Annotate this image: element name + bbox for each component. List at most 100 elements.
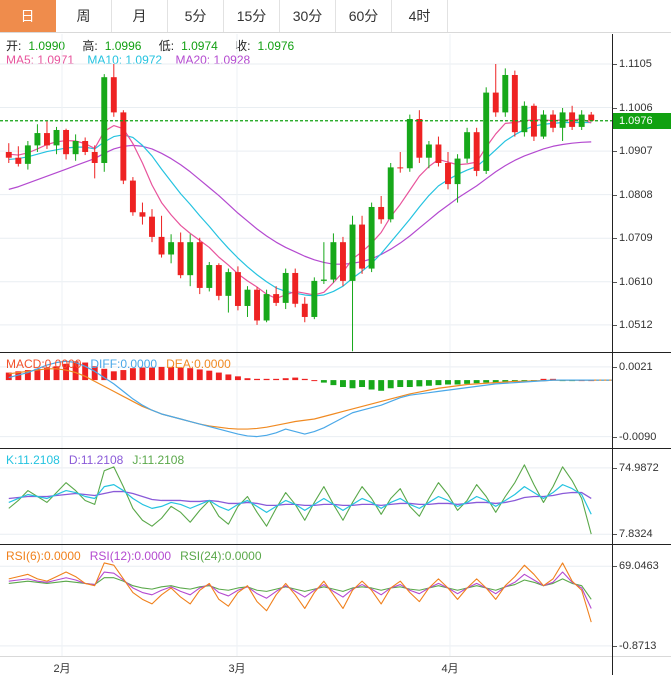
candle-body [301, 303, 308, 317]
candle-body [397, 167, 404, 169]
tab-label: 30分 [292, 8, 323, 24]
macd-histogram-bar [139, 367, 146, 381]
candle-body [282, 272, 289, 303]
tab-label: 4时 [408, 8, 431, 24]
candle-body [464, 132, 471, 159]
price-axis-label: 1.0512 [619, 318, 653, 331]
axis-label: 74.9872 [619, 461, 659, 474]
rsi-panel[interactable]: RSI(6):0.0000 RSI(12):0.0000 RSI(24):0.000… [0, 544, 671, 656]
open-value: 1.0990 [28, 39, 66, 53]
legend-item-1: D:11.2108 [68, 453, 124, 467]
candle-body [378, 206, 385, 220]
macd-histogram-bar [82, 362, 89, 381]
macd-histogram-bar [521, 380, 528, 382]
candle-body [359, 224, 366, 269]
tab-label: 月 [132, 8, 147, 24]
candle-body [225, 272, 232, 296]
candle-body [34, 133, 41, 146]
rsi24-line [8, 577, 592, 600]
candle-body [15, 157, 22, 164]
axis-tick [613, 324, 617, 326]
j-line [8, 464, 592, 535]
axis-tick [613, 366, 617, 368]
ma5-line [8, 118, 592, 300]
candle-body [82, 140, 89, 152]
axis-tick [613, 566, 617, 568]
tab-0[interactable]: 日 [0, 0, 56, 32]
candle-body [149, 216, 155, 237]
current-price-tag: 1.0976 [613, 112, 671, 129]
price-axis-label: 1.0610 [619, 275, 653, 288]
macd-panel[interactable]: MACD:0.0000 DIFF:0.0000 DEA:0.0000 0.0021 -… [0, 352, 671, 448]
candle-body [349, 224, 356, 281]
axis-tick [613, 194, 617, 196]
kdj-panel[interactable]: K:11.2108 D:11.2108 J:11.2108 74.9872 7.832… [0, 448, 671, 544]
time-axis-label-2: 4月 [441, 663, 459, 675]
macd-histogram-bar [492, 380, 499, 383]
legend-item-0: K:11.2108 [6, 453, 60, 467]
macd-plot-area[interactable] [0, 353, 612, 448]
candle-body [63, 129, 70, 155]
rsi6-line [8, 562, 592, 623]
kdj-plot-area[interactable] [0, 449, 612, 544]
macd-histogram-bar [301, 378, 308, 381]
macd-histogram-bar [550, 378, 556, 381]
macd-histogram-bar [311, 380, 318, 382]
macd-histogram-bar [473, 380, 480, 384]
candle-body [435, 144, 442, 163]
macd-histogram-bar [5, 372, 12, 381]
candle-body [234, 272, 241, 306]
macd-histogram-bar [368, 380, 375, 390]
price-plot-area[interactable] [0, 34, 612, 352]
legend-item-2: RSI(24):0.0000 [180, 549, 262, 563]
rsi-plot-area[interactable] [0, 545, 612, 656]
ohlc-legend: 开: 1.0990 高: 1.0996 低: 1.0974 收: 1.0976 [6, 37, 308, 54]
tab-4[interactable]: 15分 [224, 0, 280, 32]
candle-body [569, 112, 576, 127]
macd-histogram-bar [177, 367, 184, 381]
timeframe-tab-bar: 日 周 月 5分 15分 30分 60分 4时 [0, 0, 671, 33]
macd-histogram-bar [483, 380, 490, 383]
price-panel[interactable]: 1.1105 1.1006 1.0907 1.0808 1.0709 1.0610 1.05… [0, 34, 671, 352]
candle-body [177, 242, 184, 276]
candle-body [387, 167, 394, 220]
macd-histogram-bar [158, 366, 165, 381]
time-axis-label-0: 2月 [53, 663, 71, 675]
time-axis: 2月 3月 4月 [0, 656, 671, 675]
macd-histogram-bar [44, 367, 50, 381]
macd-histogram-bar [340, 380, 346, 388]
candle-body [254, 289, 260, 321]
macd-axis: 0.0021 -0.0090 [612, 353, 671, 448]
macd-histogram-bar [187, 368, 194, 381]
axis-label: 7.8324 [619, 528, 653, 541]
candle-body [473, 132, 480, 171]
candle-body [120, 112, 127, 181]
macd-histogram-bar [24, 370, 31, 381]
legend-item-2: DEA:0.0000 [166, 357, 231, 371]
price-axis-label: 1.0808 [619, 188, 653, 201]
candle-body [187, 242, 194, 276]
macd-histogram-bar [63, 363, 70, 381]
macd-histogram-bar [387, 380, 394, 389]
axis-tick [613, 281, 617, 283]
tab-3[interactable]: 5分 [168, 0, 224, 32]
candle-body [196, 242, 203, 288]
tab-label: 60分 [348, 8, 379, 24]
low-value: 1.0974 [181, 39, 218, 53]
macd-histogram-bar [254, 378, 260, 381]
macd-histogram-bar [91, 366, 98, 381]
macd-histogram-bar [406, 380, 413, 388]
macd-histogram-bar [34, 368, 41, 381]
tab-2[interactable]: 月 [112, 0, 168, 32]
tab-6[interactable]: 60分 [336, 0, 392, 32]
tab-5[interactable]: 30分 [280, 0, 336, 32]
tab-7[interactable]: 4时 [392, 0, 448, 32]
price-axis-label: 1.1006 [619, 101, 653, 114]
candle-body [588, 114, 595, 121]
legend-item-2: J:11.2108 [132, 453, 185, 467]
macd-histogram-bar [234, 376, 241, 381]
macd-histogram-bar [425, 380, 432, 386]
macd-histogram-bar [540, 378, 547, 381]
candle-body [559, 112, 566, 128]
tab-1[interactable]: 周 [56, 0, 112, 32]
